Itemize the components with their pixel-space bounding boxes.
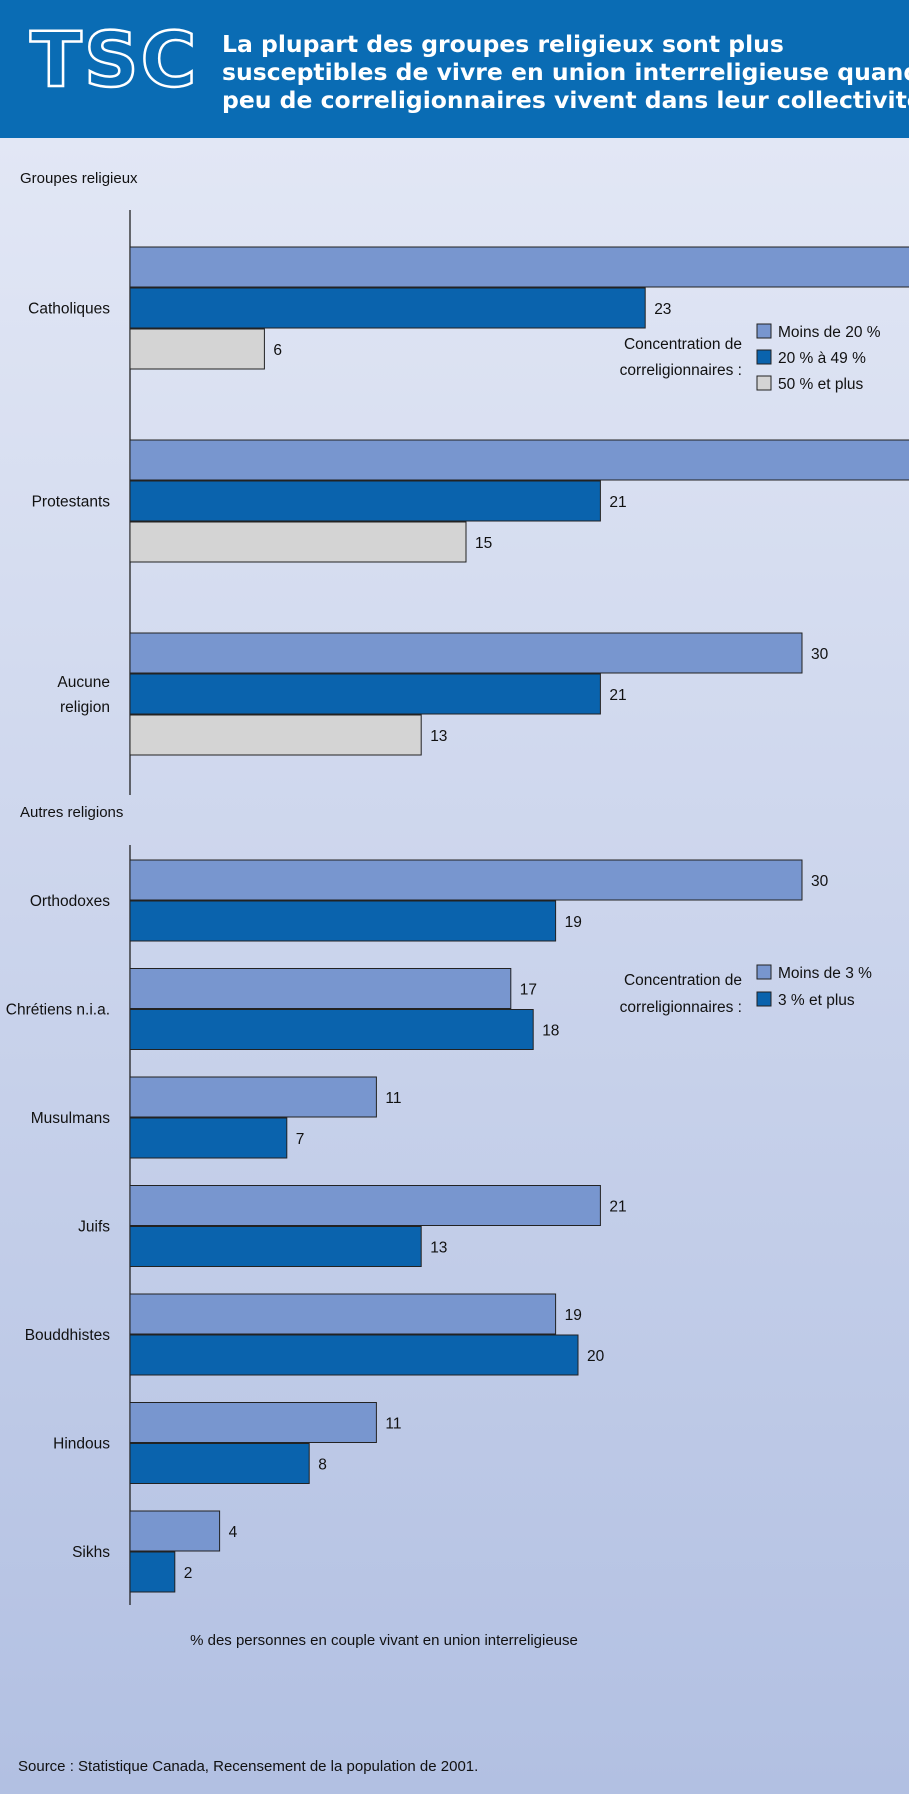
- data-label: 6: [273, 342, 282, 359]
- x-axis-label: % des personnes en couple vivant en unio…: [190, 1632, 578, 1649]
- legend-title: correligionnaires :: [620, 999, 742, 1016]
- legend-title: correligionnaires :: [620, 362, 742, 379]
- data-label: 20: [587, 1348, 605, 1365]
- section-label: Autres religions: [20, 804, 123, 821]
- tsc-logo: TSC: [29, 22, 198, 102]
- bar: [129, 287, 646, 329]
- category-label: Chrétiens n.i.a.: [6, 1002, 110, 1019]
- bar: [129, 1076, 377, 1118]
- legend-swatch: [756, 964, 772, 980]
- category-label: Protestants: [32, 494, 111, 511]
- bar: [129, 521, 467, 563]
- category-label: Catholiques: [28, 301, 110, 318]
- bar: [129, 859, 803, 901]
- source-note: Source : Statistique Canada, Recensement…: [18, 1758, 479, 1775]
- bar: [129, 673, 601, 715]
- section-label: Groupes religieux: [20, 170, 138, 187]
- category-label: religion: [60, 699, 110, 716]
- category-label: Hindous: [53, 1436, 110, 1453]
- data-label: 17: [520, 982, 537, 999]
- category-label: Sikhs: [72, 1544, 110, 1561]
- category-label: Orthodoxes: [30, 893, 110, 910]
- data-label: 21: [609, 494, 626, 511]
- legend-title: Concentration de: [624, 972, 742, 989]
- bar: [129, 1334, 579, 1376]
- legend-swatch: [756, 375, 772, 391]
- bar: [129, 1226, 422, 1267]
- data-label: 30: [811, 873, 829, 890]
- legend-swatch: [756, 323, 772, 339]
- bar: [129, 439, 909, 481]
- bar: [129, 1402, 377, 1443]
- title-line: La plupart des groupes religieux sont pl…: [222, 30, 784, 58]
- legend-label: 3 % et plus: [778, 992, 855, 1009]
- data-label: 13: [430, 1240, 447, 1257]
- bar: [129, 328, 265, 370]
- category-label: Aucune: [57, 674, 110, 691]
- category-label: Musulmans: [31, 1110, 110, 1127]
- legend-label: Moins de 3 %: [778, 965, 872, 982]
- data-label: 15: [475, 535, 492, 552]
- bar: [129, 632, 803, 674]
- bar: [129, 480, 601, 522]
- legend-label: 50 % et plus: [778, 376, 864, 393]
- legend-title: Concentration de: [624, 336, 742, 353]
- bar: [129, 968, 512, 1009]
- data-label: 2: [184, 1565, 193, 1582]
- data-label: 18: [542, 1023, 559, 1040]
- bar: [129, 1551, 176, 1593]
- data-label: 19: [565, 1307, 582, 1324]
- chart-title: La plupart des groupes religieux sont pl…: [222, 30, 909, 114]
- legend-swatch: [756, 349, 772, 365]
- bar: [129, 1510, 221, 1552]
- bar: [129, 1443, 310, 1484]
- bar: [129, 1185, 601, 1226]
- data-label: 11: [385, 1090, 401, 1107]
- bar: [129, 246, 909, 288]
- data-label: 8: [318, 1457, 327, 1474]
- bar: [129, 1293, 557, 1335]
- legend-swatch: [756, 991, 772, 1007]
- title-line: susceptibles de vivre en union interreli…: [222, 58, 909, 86]
- bar: [129, 1009, 534, 1050]
- data-label: 7: [296, 1131, 305, 1148]
- bar: [129, 714, 422, 756]
- header-banner: TSC La plupart des groupes religieux son…: [0, 0, 909, 138]
- legend-label: Moins de 20 %: [778, 324, 881, 341]
- title-line: peu de correligionnaires vivent dans leu…: [222, 86, 909, 114]
- data-label: 21: [609, 1199, 626, 1216]
- data-label: 13: [430, 728, 447, 745]
- data-label: 11: [385, 1416, 401, 1433]
- bar: [129, 900, 557, 942]
- category-label: Juifs: [78, 1219, 110, 1236]
- data-label: 19: [565, 914, 582, 931]
- category-label: Bouddhistes: [25, 1327, 111, 1344]
- data-label: 30: [811, 646, 829, 663]
- logo-text: TSC: [30, 22, 198, 102]
- bar: [129, 1117, 288, 1159]
- data-label: 23: [654, 301, 671, 318]
- data-label: 4: [229, 1524, 238, 1541]
- legend-label: 20 % à 49 %: [778, 350, 866, 367]
- data-label: 21: [609, 687, 626, 704]
